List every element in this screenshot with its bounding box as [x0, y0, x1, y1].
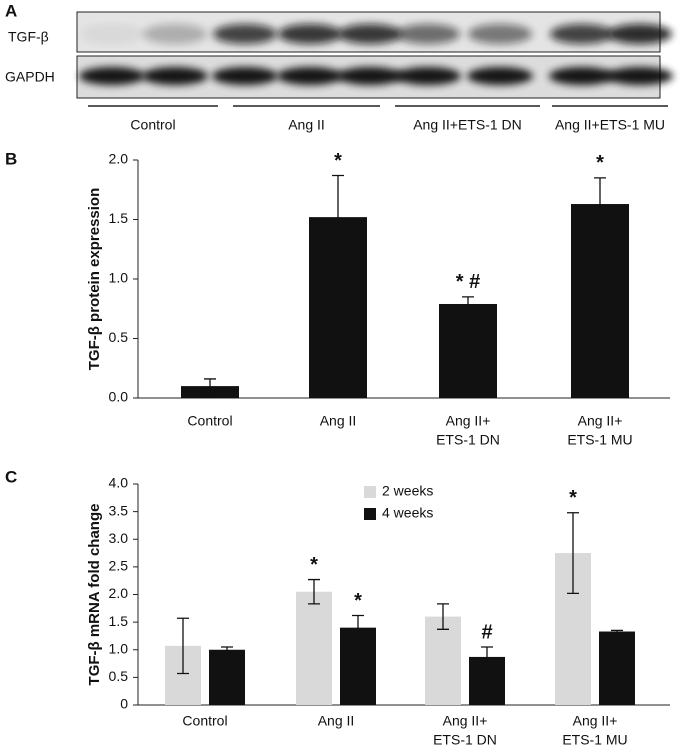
- group-label: Ang II+ETS-1 MU: [555, 117, 665, 133]
- significance-marker: *: [354, 590, 362, 612]
- bar: [340, 627, 376, 705]
- error-bar: [204, 378, 216, 394]
- bar: [425, 616, 461, 705]
- x-tick-label: Ang II: [320, 413, 357, 429]
- blot-row-label: GAPDH: [5, 69, 55, 85]
- blot-band: [142, 67, 208, 85]
- error-bar: [611, 629, 623, 634]
- error-bar: [594, 177, 606, 231]
- error-bar: [437, 603, 449, 630]
- blot-band: [550, 24, 614, 44]
- y-tick-label: 0.0: [109, 389, 129, 405]
- y-tick-label: 1.0: [109, 270, 129, 286]
- y-axis-label: TGF-β mRNA fold change: [86, 504, 103, 686]
- blot-band: [337, 67, 403, 85]
- blot-band: [549, 67, 615, 85]
- error-bar: [332, 174, 344, 260]
- error-bar: [221, 646, 233, 654]
- error-bar: [481, 646, 493, 668]
- x-tick-label: ETS-1 DN: [436, 432, 500, 448]
- y-tick-label: 1.5: [109, 613, 129, 629]
- x-tick-label: Control: [182, 713, 227, 729]
- y-tick-label: 2.0: [109, 585, 129, 601]
- y-tick-label: 2.5: [109, 558, 129, 574]
- y-tick-label: 0: [120, 696, 128, 712]
- group-label: Control: [130, 117, 175, 133]
- legend-swatch: [364, 508, 376, 520]
- significance-marker: *: [569, 487, 577, 509]
- blot-row-label: TGF-β: [8, 29, 49, 45]
- x-tick-label: ETS-1 DN: [433, 732, 497, 748]
- error-bar: [308, 578, 320, 605]
- group-label: Ang II+ETS-1 DN: [413, 117, 522, 133]
- significance-marker: * #: [456, 271, 480, 293]
- blot-band: [277, 67, 343, 85]
- panel-label: B: [5, 149, 17, 168]
- blot-band: [80, 24, 144, 44]
- y-tick-label: 2.0: [109, 151, 129, 167]
- blot-band: [395, 67, 461, 85]
- blot-band: [467, 67, 533, 85]
- group-label: Ang II: [288, 117, 325, 133]
- significance-marker: *: [310, 554, 318, 576]
- x-tick-label: Ang II+: [443, 713, 488, 729]
- bar: [296, 591, 332, 705]
- bar: [439, 303, 497, 398]
- y-tick-label: 3.5: [109, 502, 129, 518]
- x-tick-label: ETS-1 MU: [562, 732, 627, 748]
- legend-label: 4 weeks: [382, 505, 433, 521]
- blot-band: [278, 24, 342, 44]
- y-tick-label: 4.0: [109, 475, 129, 491]
- y-axis-label: TGF-β protein expression: [86, 188, 103, 371]
- significance-marker: *: [596, 152, 604, 174]
- x-tick-label: ETS-1 MU: [567, 432, 632, 448]
- legend-label: 2 weeks: [382, 483, 433, 499]
- blot-band: [212, 67, 278, 85]
- panel-label: C: [5, 467, 17, 486]
- significance-marker: #: [481, 621, 492, 643]
- y-tick-label: 0.5: [109, 329, 129, 345]
- error-bar: [177, 617, 189, 675]
- blot-band: [608, 24, 672, 44]
- error-bar: [567, 512, 579, 595]
- significance-marker: *: [334, 150, 342, 172]
- legend-swatch: [364, 486, 376, 498]
- blot-band: [338, 24, 402, 44]
- bar: [599, 631, 635, 705]
- y-tick-label: 1.5: [109, 210, 129, 226]
- blot-band: [143, 24, 207, 44]
- bar: [209, 649, 245, 705]
- blot-band: [79, 67, 145, 85]
- y-tick-label: 3.0: [109, 530, 129, 546]
- bar: [571, 204, 629, 398]
- y-tick-label: 0.5: [109, 668, 129, 684]
- x-tick-label: Ang II+: [578, 413, 623, 429]
- error-bar: [352, 614, 364, 641]
- blot-band: [468, 24, 532, 44]
- bands: [79, 24, 673, 85]
- x-tick-label: Ang II: [318, 713, 355, 729]
- y-tick-label: 1.0: [109, 640, 129, 656]
- x-tick-label: Ang II+: [446, 413, 491, 429]
- panel-label: A: [5, 1, 17, 20]
- x-tick-label: Control: [187, 413, 232, 429]
- error-bar: [462, 296, 474, 312]
- blot-band: [213, 24, 277, 44]
- x-tick-label: Ang II+: [573, 713, 618, 729]
- blot-band: [607, 67, 673, 85]
- blot-band: [396, 24, 460, 44]
